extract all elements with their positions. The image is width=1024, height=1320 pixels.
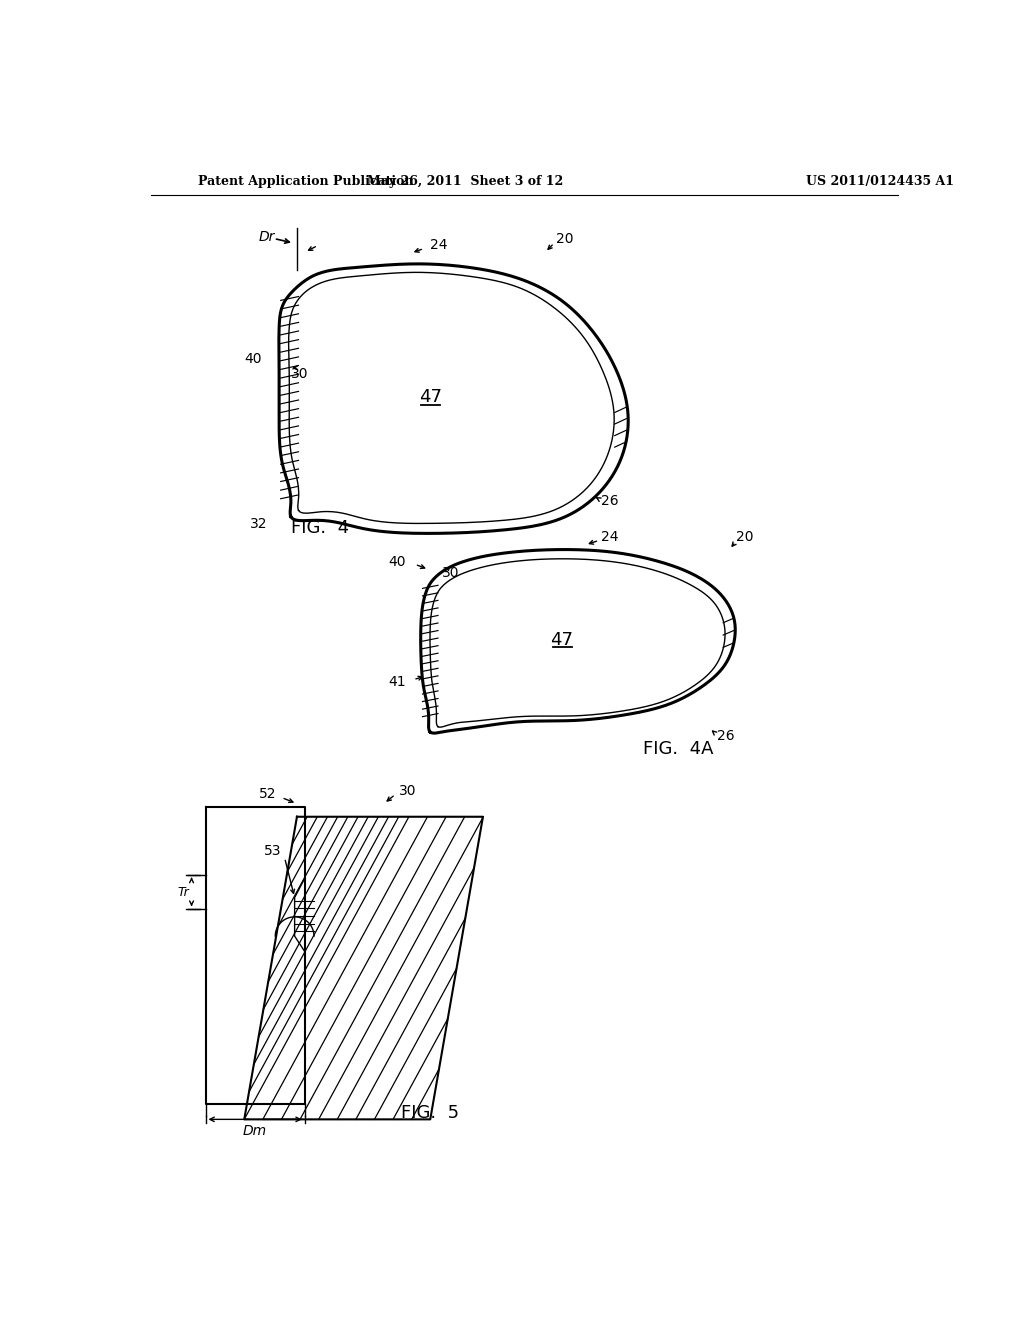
Text: 26: 26 bbox=[601, 494, 618, 508]
Text: Dr: Dr bbox=[258, 230, 274, 244]
Text: 32: 32 bbox=[250, 517, 267, 531]
Text: 52: 52 bbox=[259, 787, 276, 801]
Text: 41: 41 bbox=[388, 675, 406, 689]
Text: US 2011/0124435 A1: US 2011/0124435 A1 bbox=[806, 176, 954, 187]
Text: 30: 30 bbox=[399, 784, 417, 799]
Text: 24: 24 bbox=[601, 531, 618, 544]
Text: 24: 24 bbox=[430, 239, 447, 252]
Text: 20: 20 bbox=[736, 531, 754, 544]
Text: 30: 30 bbox=[442, 566, 460, 579]
Text: Dm: Dm bbox=[243, 1123, 267, 1138]
Text: 40: 40 bbox=[245, 351, 262, 366]
Text: 26: 26 bbox=[717, 729, 734, 743]
Text: 30: 30 bbox=[291, 367, 308, 381]
Text: Patent Application Publication: Patent Application Publication bbox=[198, 176, 414, 187]
Text: 53: 53 bbox=[264, 845, 282, 858]
Text: May 26, 2011  Sheet 3 of 12: May 26, 2011 Sheet 3 of 12 bbox=[367, 176, 563, 187]
Text: FIG.  4: FIG. 4 bbox=[291, 519, 349, 537]
Text: FIG.  5: FIG. 5 bbox=[401, 1105, 460, 1122]
Text: 20: 20 bbox=[556, 232, 573, 247]
Text: 47: 47 bbox=[551, 631, 573, 648]
Text: 40: 40 bbox=[388, 554, 406, 569]
Text: Tr: Tr bbox=[178, 886, 189, 899]
Text: FIG.  4A: FIG. 4A bbox=[643, 741, 714, 758]
Text: 47: 47 bbox=[419, 388, 441, 407]
